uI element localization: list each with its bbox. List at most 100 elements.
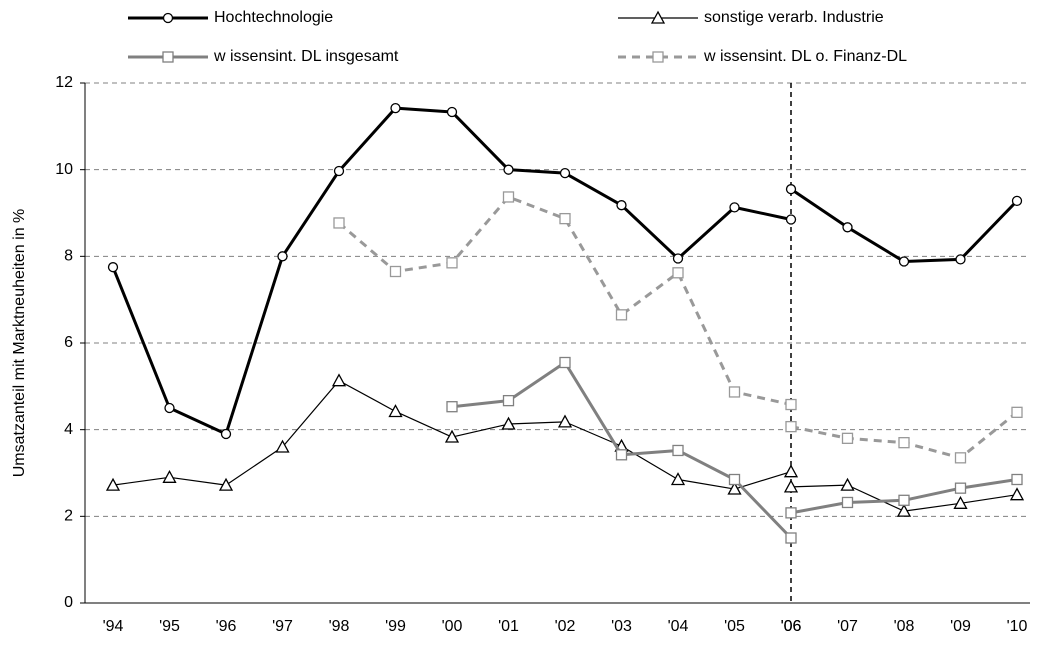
data-point [729, 202, 740, 213]
x-tick-label: '97 [272, 618, 293, 635]
data-point [220, 428, 232, 440]
data-point [1011, 406, 1023, 418]
data-point [898, 437, 910, 449]
data-point [954, 452, 967, 464]
x-tick-label: '00 [442, 618, 463, 635]
data-point [785, 507, 797, 519]
data-point [670, 472, 686, 486]
data-point [502, 191, 515, 203]
x-tick-label: '95 [159, 618, 180, 635]
x-tick-label: '02 [555, 618, 576, 635]
y-tick-label: 0 [64, 594, 73, 611]
data-point [615, 309, 628, 321]
x-tick-label: '09 [950, 618, 971, 635]
data-point [672, 253, 684, 264]
data-point [785, 420, 797, 433]
data-point [275, 439, 290, 453]
data-point [841, 432, 854, 444]
x-tick-label: '01 [498, 618, 519, 635]
y-tick-label: 8 [64, 248, 73, 265]
y-tick-label: 4 [64, 421, 73, 438]
data-point [783, 464, 799, 478]
data-point [953, 495, 968, 509]
x-tick-label: '94 [103, 618, 124, 635]
data-point [1011, 195, 1023, 207]
legend-marker [650, 10, 666, 24]
x-tick-label: '10 [1007, 618, 1028, 635]
data-point [164, 402, 175, 414]
data-point [107, 262, 119, 273]
x-tick-label: '99 [385, 618, 406, 635]
data-point [1011, 473, 1023, 486]
data-point [840, 477, 855, 491]
series-line [111, 106, 792, 436]
data-point [785, 532, 797, 544]
data-point [955, 254, 966, 265]
x-tick-label: '07 [837, 618, 858, 635]
legend-marker [652, 51, 664, 63]
data-point [672, 444, 684, 457]
data-point [672, 267, 684, 279]
x-tick-label: '96 [216, 618, 237, 635]
x-tick-label: '08 [894, 618, 915, 635]
data-point [559, 356, 571, 369]
data-point [841, 496, 854, 509]
data-point [501, 416, 516, 430]
data-point [842, 222, 853, 233]
legend-marker [162, 12, 174, 24]
data-point [785, 398, 797, 411]
data-point [898, 256, 910, 267]
legend-label: sonstige verarb. Industrie [704, 9, 884, 26]
series-line [338, 195, 792, 406]
data-point [105, 477, 121, 491]
data-point [502, 394, 515, 407]
data-point [1009, 487, 1025, 501]
legend-label: w issensint. DL o. Finanz-DL [703, 48, 907, 65]
data-point [896, 503, 912, 517]
legend-label: Hochtechnologie [214, 9, 333, 26]
data-point [388, 404, 403, 418]
x-tick-label: '03 [611, 618, 632, 635]
series-line [790, 411, 1018, 460]
data-point [446, 401, 458, 413]
data-point [727, 481, 742, 495]
data-point [162, 469, 177, 483]
data-point [559, 167, 571, 179]
data-point [559, 212, 571, 225]
data-point [954, 482, 967, 494]
data-point [218, 477, 234, 491]
data-point [390, 102, 401, 114]
data-point [277, 251, 288, 262]
x-tick-label: '98 [329, 618, 350, 635]
series-line [790, 187, 1019, 264]
data-point [785, 184, 797, 195]
data-point [728, 473, 741, 486]
y-tick-label: 10 [55, 161, 73, 178]
data-point [783, 479, 799, 493]
data-point [333, 165, 345, 177]
data-point [389, 265, 402, 278]
data-point [331, 373, 347, 387]
y-tick-label: 12 [55, 74, 73, 91]
data-point [728, 386, 741, 398]
y-axis-label: Umsatzanteil mit Marktneuheiten in % [11, 209, 28, 478]
data-point [444, 429, 460, 443]
legend-marker [162, 51, 174, 63]
y-tick-label: 2 [64, 508, 73, 525]
data-point [446, 106, 458, 118]
data-point [615, 449, 628, 461]
legend-label: w issensint. DL insgesamt [213, 48, 399, 65]
x-tick-label: '04 [668, 618, 689, 635]
data-point [557, 414, 573, 428]
data-point [898, 494, 910, 506]
x-tick-label: '05 [724, 618, 745, 635]
y-tick-label: 6 [64, 334, 73, 351]
data-point [785, 214, 797, 225]
x-tick-label: '06 [781, 618, 802, 635]
data-point [333, 217, 345, 229]
x-tick-label: '06 [781, 618, 802, 635]
data-point [503, 164, 514, 175]
data-point [446, 257, 458, 269]
data-point [616, 200, 627, 211]
